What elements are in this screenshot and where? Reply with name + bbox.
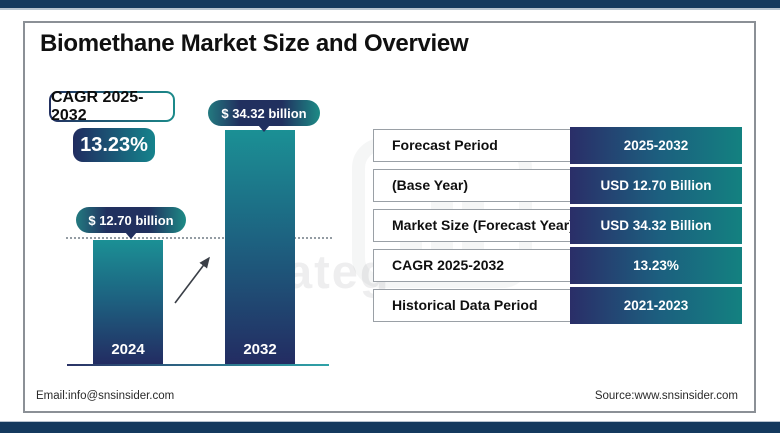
bar-value-label-2032: $ 34.32 billion: [208, 100, 320, 126]
table-row-value: 2025-2032: [570, 127, 742, 164]
table-row-label: CAGR 2025-2032: [392, 257, 505, 273]
table-row-value: USD 34.32 Billion: [570, 207, 742, 244]
table-row-value: USD 12.70 Billion: [570, 167, 742, 204]
table-row: CAGR 2025-2032 13.23%: [373, 247, 742, 284]
growth-arrow-icon: [174, 256, 210, 304]
reference-dotted-line: [66, 237, 332, 239]
table-row-label: Historical Data Period: [392, 297, 538, 313]
table-row-label: Forecast Period: [392, 137, 498, 153]
bottom-brand-bar: [0, 421, 780, 433]
bar-value-label-2024: $ 12.70 billion: [76, 207, 186, 233]
bar-2024: 2024: [93, 240, 163, 364]
top-brand-bar: [0, 0, 780, 10]
footer-source: Source:www.snsinsider.com: [594, 390, 738, 402]
table-row: Forecast Period 2025-2032: [373, 127, 742, 164]
bar-2032: 2032: [225, 130, 295, 364]
watermark-text: ateg: [286, 245, 391, 298]
bar-year-label: 2024: [111, 341, 145, 358]
table-row-label: (Base Year): [392, 177, 469, 193]
table-row-value: 2021-2023: [570, 287, 742, 324]
cagr-label: CAGR 2025-2032: [51, 89, 173, 124]
chart-baseline: [67, 364, 329, 366]
table-row: Market Size (Forecast Year) USD 34.32 Bi…: [373, 207, 742, 244]
table-row: (Base Year) USD 12.70 Billion: [373, 167, 742, 204]
summary-table: Forecast Period 2025-2032 (Base Year) US…: [373, 127, 742, 324]
cagr-label-box: CAGR 2025-2032: [49, 89, 175, 124]
footer-email: Email:info@snsinsider.com: [36, 390, 175, 402]
table-row: Historical Data Period 2021-2023: [373, 287, 742, 324]
page-title: Biomethane Market Size and Overview: [40, 30, 469, 57]
cagr-value-badge: 13.23%: [73, 128, 155, 162]
table-row-label: Market Size (Forecast Year): [392, 217, 574, 233]
table-row-value: 13.23%: [570, 247, 742, 284]
bar-year-label: 2032: [243, 341, 277, 358]
